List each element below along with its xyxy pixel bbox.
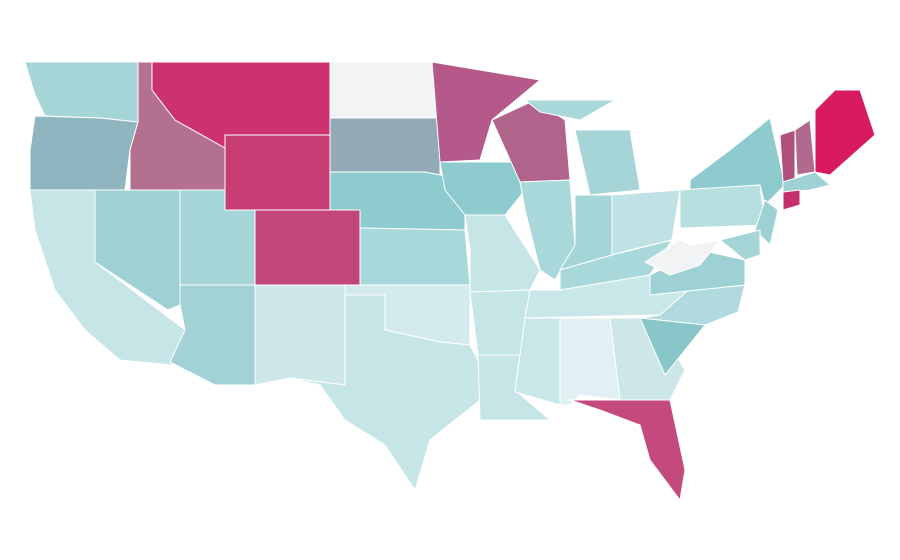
state-region	[814, 89, 876, 176]
state-region	[254, 209, 361, 286]
state-region	[782, 171, 831, 193]
state-region	[779, 129, 796, 183]
state-region	[289, 294, 481, 491]
state-region	[559, 317, 621, 406]
state-region	[524, 99, 616, 121]
state-region	[224, 134, 331, 211]
state-region	[519, 179, 576, 281]
state-region	[679, 184, 766, 229]
state-region	[611, 189, 681, 256]
state-region	[254, 284, 346, 386]
state-region	[359, 227, 471, 286]
state-region	[477, 354, 551, 421]
state-region	[574, 129, 641, 196]
state-region	[431, 61, 541, 163]
state-region	[719, 229, 761, 261]
state-region	[569, 399, 686, 501]
state-region	[29, 115, 139, 191]
state-region	[754, 199, 779, 246]
state-region	[329, 117, 441, 176]
state-region	[329, 61, 441, 119]
state-region	[169, 284, 256, 386]
state-region	[491, 99, 571, 183]
state-region	[514, 317, 561, 406]
state-region	[24, 61, 139, 123]
state-region	[639, 317, 706, 376]
state-region	[794, 119, 816, 176]
state-region	[782, 189, 801, 211]
